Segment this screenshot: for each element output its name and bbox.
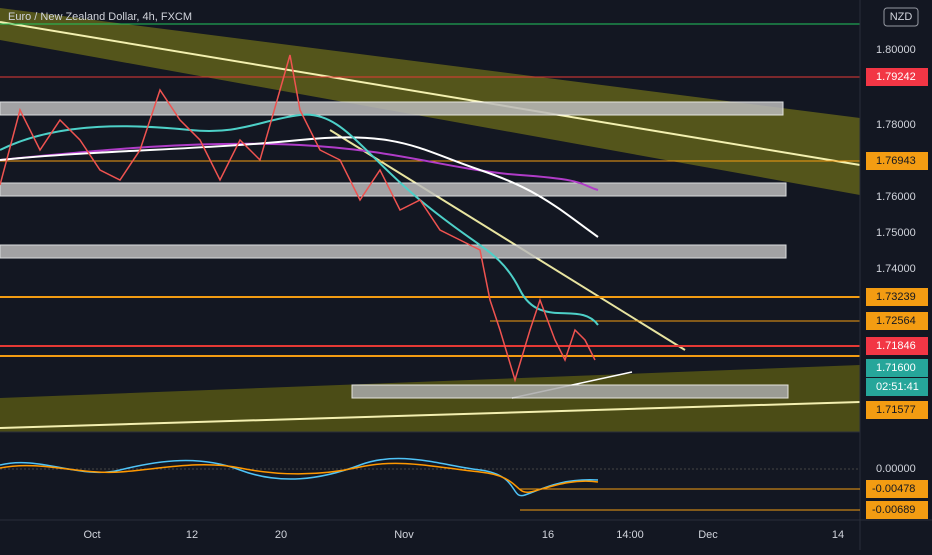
price-tag: 1.71600	[876, 362, 916, 374]
moving-average	[0, 113, 599, 326]
zone-box	[0, 182, 787, 197]
oscillator-tag-bg	[866, 501, 928, 519]
oscillator-tick: 0.00000	[876, 463, 916, 475]
signal-line	[0, 462, 599, 493]
oscillator-tick: -0.00478	[872, 483, 915, 495]
price-tag: 1.71846	[876, 340, 916, 352]
oscillator-tag-bg	[866, 480, 928, 498]
oscillator-tick: -0.00689	[872, 504, 915, 516]
price-tick: 1.74000	[876, 263, 916, 275]
price-tag: 1.76943	[876, 155, 916, 167]
countdown-bg	[866, 378, 928, 396]
time-label: 20	[275, 529, 287, 541]
time-label: 16	[542, 529, 554, 541]
price-line	[0, 54, 596, 383]
price-tag-bg	[866, 359, 928, 377]
price-tick: 1.76000	[876, 191, 916, 203]
moving-average	[0, 142, 599, 191]
trend-line	[0, 21, 861, 166]
zone-box	[0, 101, 784, 116]
price-tag: 1.79242	[876, 71, 916, 83]
price-tag: 1.73239	[876, 291, 916, 303]
time-label: Oct	[83, 529, 100, 541]
trend-line	[329, 129, 686, 351]
time-label: Dec	[698, 529, 718, 541]
price-tag-bg	[866, 312, 928, 330]
chart-title: Euro / New Zealand Dollar, 4h, FXCM	[8, 11, 192, 23]
time-label: Nov	[394, 529, 414, 541]
price-tag-bg	[866, 68, 928, 86]
price-tag: 1.72564	[876, 315, 916, 327]
price-tags: 1.79242 1.76943 1.73239 1.72564 1.71846 …	[866, 68, 928, 419]
time-label: 14:00	[616, 529, 644, 541]
price-tick: 1.75000	[876, 227, 916, 239]
currency-button-label[interactable]: NZD	[890, 11, 913, 23]
zone-box	[0, 244, 787, 259]
price-tag-bg	[866, 288, 928, 306]
zone-box	[351, 384, 789, 399]
price-tag: 1.71577	[876, 404, 916, 416]
time-label: 14	[832, 529, 844, 541]
price-tick: 1.78000	[876, 119, 916, 131]
price-tag-bg	[866, 152, 928, 170]
price-tag-bg	[866, 401, 928, 419]
time-label: 12	[186, 529, 198, 541]
price-tag-bg	[866, 337, 928, 355]
countdown: 02:51:41	[876, 381, 919, 393]
trend-line	[0, 401, 861, 429]
currency-button[interactable]	[883, 7, 919, 27]
moving-average	[0, 136, 599, 238]
price-tick: 1.80000	[876, 44, 916, 56]
